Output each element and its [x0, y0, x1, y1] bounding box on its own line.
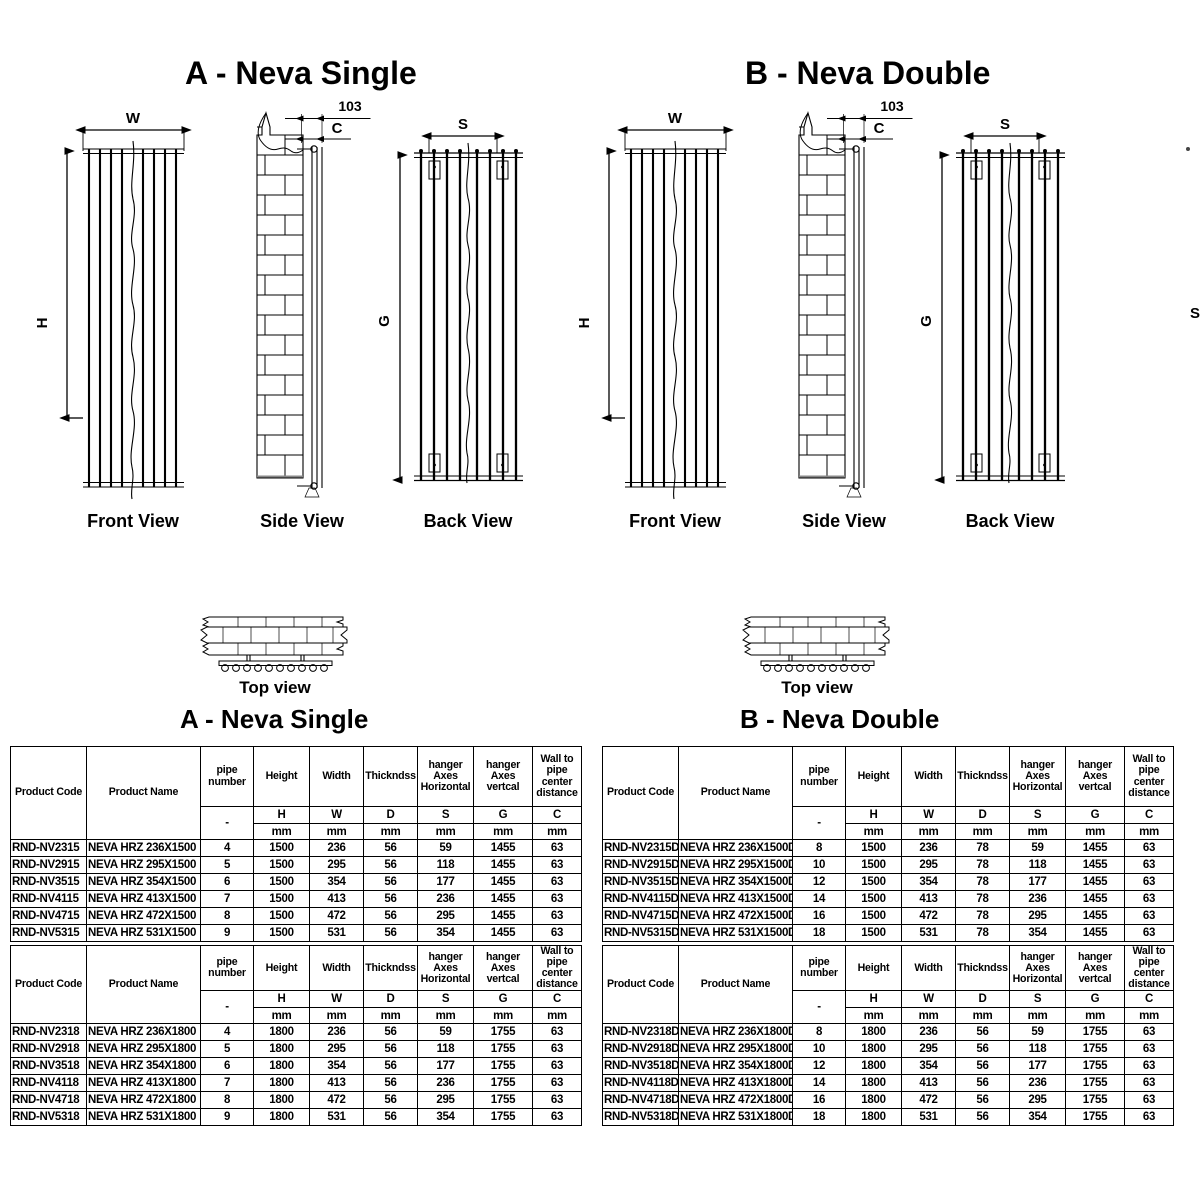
- svg-text:103: 103: [338, 98, 362, 114]
- svg-text:H: H: [34, 318, 51, 329]
- svg-text:Side View: Side View: [260, 511, 345, 531]
- svg-text:G: G: [376, 315, 393, 327]
- svg-text:Back View: Back View: [424, 511, 514, 531]
- svg-text:Top view: Top view: [239, 678, 311, 697]
- svg-text:C: C: [332, 120, 343, 137]
- svg-text:S: S: [458, 116, 468, 133]
- svg-text:Front View: Front View: [87, 511, 180, 531]
- svg-text:W: W: [126, 110, 141, 127]
